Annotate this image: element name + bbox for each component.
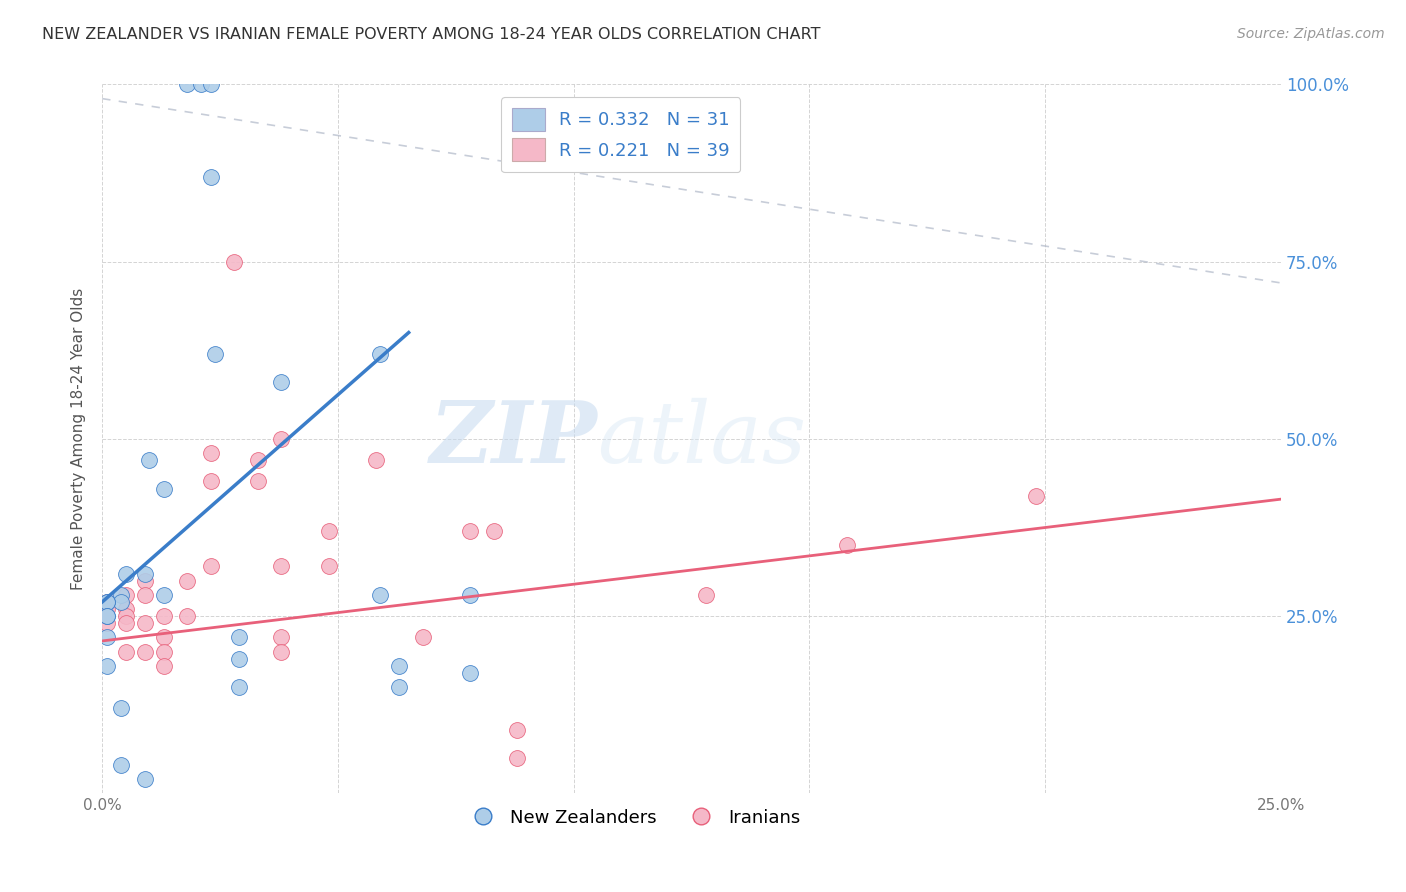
Point (176, 78, 198, 92)
Point (388, 680, 411, 694)
Text: atlas: atlas (598, 398, 807, 480)
Point (110, 588, 132, 602)
Point (246, 453, 269, 467)
Point (114, 644, 136, 658)
Point (134, 588, 156, 602)
Point (176, 609, 198, 624)
Point (110, 701, 132, 715)
Point (96, 602, 118, 616)
Point (228, 680, 250, 694)
Point (695, 588, 717, 602)
Point (224, 254, 246, 268)
Point (270, 559, 292, 574)
Y-axis label: Female Poverty Among 18-24 Year Olds: Female Poverty Among 18-24 Year Olds (72, 288, 86, 590)
Point (134, 616, 156, 631)
Point (152, 609, 174, 624)
Point (204, 347, 226, 361)
Point (114, 566, 136, 581)
Point (200, 559, 222, 574)
Point (458, 588, 481, 602)
Point (458, 524, 481, 538)
Point (96, 595, 118, 609)
Point (96, 595, 118, 609)
Point (190, 78, 212, 92)
Point (152, 631, 174, 645)
Point (837, 538, 859, 552)
Point (228, 631, 250, 645)
Point (152, 658, 174, 673)
Point (114, 609, 136, 624)
Point (134, 574, 156, 588)
Point (152, 588, 174, 602)
Point (270, 432, 292, 446)
Text: Source: ZipAtlas.com: Source: ZipAtlas.com (1237, 27, 1385, 41)
Point (138, 453, 160, 467)
Point (482, 524, 505, 538)
Point (200, 169, 222, 184)
Point (96, 595, 118, 609)
Point (506, 751, 529, 765)
Point (114, 588, 136, 602)
Point (1025, 489, 1047, 503)
Point (318, 524, 340, 538)
Point (134, 644, 156, 658)
Point (134, 566, 156, 581)
Text: NEW ZEALANDER VS IRANIAN FEMALE POVERTY AMONG 18-24 YEAR OLDS CORRELATION CHART: NEW ZEALANDER VS IRANIAN FEMALE POVERTY … (42, 27, 821, 42)
Point (200, 78, 222, 92)
Point (96, 609, 118, 624)
Point (270, 375, 292, 389)
Point (318, 559, 340, 574)
Point (134, 772, 156, 787)
Point (96, 616, 118, 631)
Point (246, 475, 269, 489)
Point (176, 574, 198, 588)
Point (370, 588, 392, 602)
Text: ZIP: ZIP (429, 397, 598, 481)
Point (96, 609, 118, 624)
Legend: New Zealanders, Iranians: New Zealanders, Iranians (457, 802, 808, 834)
Point (228, 651, 250, 665)
Point (370, 347, 392, 361)
Point (110, 758, 132, 772)
Point (114, 616, 136, 631)
Point (506, 723, 529, 737)
Point (200, 475, 222, 489)
Point (270, 631, 292, 645)
Point (270, 644, 292, 658)
Point (96, 658, 118, 673)
Point (412, 631, 434, 645)
Point (388, 658, 411, 673)
Point (152, 644, 174, 658)
Point (200, 446, 222, 460)
Point (364, 453, 387, 467)
Point (96, 631, 118, 645)
Point (152, 482, 174, 496)
Point (110, 595, 132, 609)
Point (458, 665, 481, 680)
Point (114, 602, 136, 616)
